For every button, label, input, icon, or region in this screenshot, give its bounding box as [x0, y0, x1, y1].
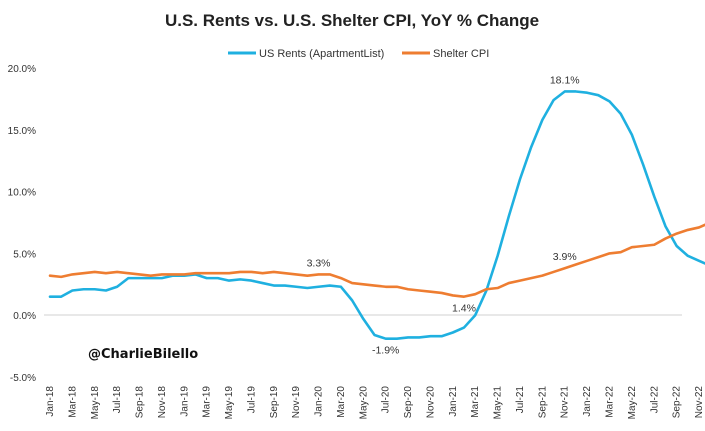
data-label: 1.4% [452, 303, 476, 315]
y-tick-label: 0.0% [13, 311, 36, 322]
x-axis: Jan-18 Mar-18 May-18 Jul-18 Sep-18 Nov-18 Jan-… [45, 386, 705, 420]
series-line-shelter-cpi [48, 223, 705, 298]
x-tick-label: Sep-19 [269, 386, 280, 419]
y-axis: -5.0% 0.0% 5.0% 10.0% 15.0% 20.0% [8, 64, 36, 384]
x-tick-label: Mar-21 [470, 386, 481, 418]
y-tick-label: 15.0% [8, 126, 36, 137]
legend-label-shelter-cpi: Shelter CPI [433, 48, 489, 60]
x-tick-label: Jul-20 [381, 386, 392, 414]
x-tick-label: Nov-21 [560, 386, 571, 419]
data-label: 18.1% [550, 74, 580, 86]
chart-title: U.S. Rents vs. U.S. Shelter CPI, YoY % C… [165, 11, 539, 30]
x-tick-label: Sep-20 [403, 386, 414, 419]
y-tick-label: 10.0% [8, 188, 36, 199]
x-tick-label: Jul-19 [246, 386, 257, 414]
x-tick-label: Jul-18 [112, 386, 123, 414]
y-tick-label: 20.0% [8, 64, 36, 75]
legend-label-us-rents: US Rents (ApartmentList) [259, 48, 384, 60]
x-tick-label: Nov-22 [694, 386, 705, 419]
data-label: 3.9% [553, 251, 577, 263]
data-label: -1.9% [372, 345, 399, 357]
x-tick-label: Sep-21 [537, 386, 548, 419]
data-label: 3.3% [307, 257, 331, 269]
x-tick-label: Nov-19 [291, 386, 302, 419]
x-tick-label: Sep-18 [135, 386, 146, 419]
y-tick-label: 5.0% [13, 249, 36, 260]
watermark: @CharlieBilello [88, 347, 198, 362]
x-tick-label: Nov-20 [425, 386, 436, 419]
annotation-layer: 3.3%-1.9%1.4%18.1%3.9%7.5%4.0% [307, 74, 580, 357]
x-tick-label: Nov-18 [157, 386, 168, 419]
series-line-us-rents [48, 90, 705, 340]
x-tick-label: May-20 [358, 386, 369, 420]
x-tick-label: Jul-22 [649, 386, 660, 414]
x-tick-label: Mar-18 [67, 386, 78, 418]
x-tick-label: Jan-22 [582, 386, 593, 417]
x-tick-label: Jul-21 [515, 386, 526, 414]
x-tick-label: Jan-19 [179, 386, 190, 417]
x-tick-label: May-21 [493, 386, 504, 420]
x-tick-label: May-18 [90, 386, 101, 420]
x-tick-label: Jan-18 [45, 386, 56, 417]
x-tick-label: Mar-22 [605, 386, 616, 418]
legend: US Rents (ApartmentList) Shelter CPI [228, 48, 489, 60]
x-tick-label: Jan-20 [314, 386, 325, 417]
x-tick-label: Jan-21 [448, 386, 459, 417]
series-layer [48, 90, 705, 340]
x-tick-label: May-19 [224, 386, 235, 420]
x-tick-label: Mar-20 [336, 386, 347, 418]
x-tick-label: Mar-19 [202, 386, 213, 418]
y-tick-label: -5.0% [10, 373, 36, 384]
x-tick-label: May-22 [627, 386, 638, 420]
x-tick-label: Sep-22 [672, 386, 683, 419]
